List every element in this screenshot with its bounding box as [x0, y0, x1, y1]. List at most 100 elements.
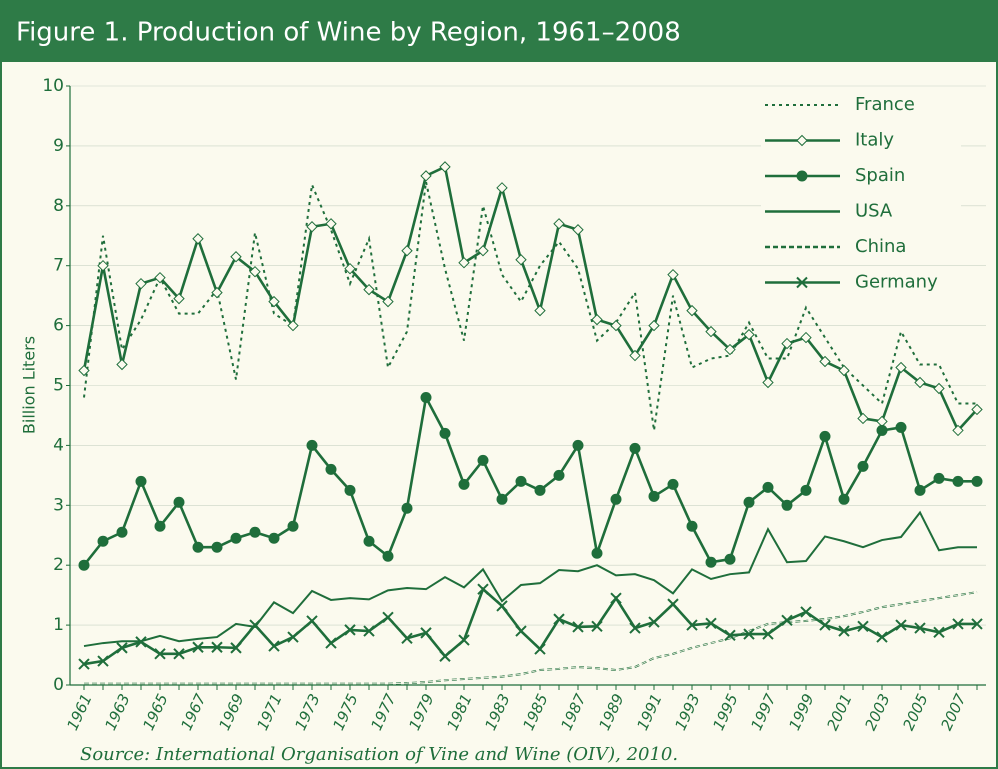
- point: [705, 325, 717, 338]
- point: [857, 412, 869, 425]
- point: [591, 620, 603, 633]
- point: [648, 490, 660, 502]
- point: [629, 349, 641, 362]
- point: [800, 331, 812, 344]
- point: [572, 224, 584, 236]
- point: [705, 556, 717, 568]
- point: [895, 619, 907, 631]
- point: [230, 532, 242, 544]
- point: [268, 532, 280, 544]
- y-tick-label: 2: [53, 555, 64, 575]
- point: [458, 256, 470, 269]
- point: [382, 295, 394, 308]
- point: [97, 259, 109, 272]
- point: [78, 364, 90, 377]
- point: [724, 629, 736, 641]
- point: [401, 632, 413, 644]
- point: [515, 475, 527, 487]
- y-tick-label: 1: [53, 615, 64, 635]
- point: [230, 642, 242, 654]
- point: [306, 615, 318, 627]
- y-axis-label: Billion Liters: [20, 336, 39, 434]
- point: [363, 283, 375, 296]
- point: [800, 484, 812, 496]
- source: Source: International Organisation of Vi…: [80, 744, 678, 765]
- point: [686, 304, 698, 317]
- point: [914, 484, 926, 496]
- point: [629, 622, 641, 634]
- point: [743, 496, 755, 508]
- point: [610, 319, 622, 332]
- point: [78, 658, 90, 670]
- point: [306, 439, 318, 451]
- point: [211, 286, 223, 299]
- point: [819, 619, 831, 631]
- y-tick-label: 9: [53, 136, 64, 156]
- point: [496, 600, 508, 612]
- point: [458, 634, 470, 646]
- point: [572, 621, 584, 633]
- point: [534, 484, 546, 496]
- point: [800, 606, 812, 618]
- point: [116, 642, 128, 654]
- legend-label: Italy: [855, 130, 894, 151]
- point: [914, 376, 926, 389]
- point: [591, 547, 603, 559]
- point: [838, 625, 850, 637]
- point: [952, 424, 964, 437]
- point: [796, 276, 808, 289]
- point: [230, 251, 242, 263]
- series-line: [83, 586, 977, 666]
- point: [458, 478, 470, 490]
- point: [781, 337, 793, 350]
- point: [249, 265, 261, 278]
- point: [952, 475, 964, 487]
- point: [325, 463, 337, 475]
- point: [420, 627, 432, 639]
- y-tick-label: 6: [53, 316, 64, 336]
- point: [686, 520, 698, 532]
- point: [629, 442, 641, 454]
- point: [382, 550, 394, 562]
- point: [971, 618, 983, 630]
- point: [667, 478, 679, 490]
- point: [686, 619, 698, 631]
- point: [97, 535, 109, 547]
- point: [515, 254, 527, 266]
- point: [439, 427, 451, 439]
- legend-bg: [761, 234, 961, 262]
- point: [971, 403, 983, 416]
- point: [401, 502, 413, 514]
- point: [705, 617, 717, 630]
- point: [477, 454, 489, 466]
- point: [876, 424, 888, 436]
- point: [268, 295, 280, 308]
- point: [344, 624, 356, 636]
- point: [344, 262, 356, 275]
- point: [211, 641, 223, 653]
- y-tick-label: 5: [53, 376, 64, 396]
- point: [553, 218, 565, 230]
- point: [382, 611, 394, 624]
- point: [762, 481, 774, 493]
- point: [743, 328, 755, 341]
- point: [173, 292, 185, 305]
- point: [610, 493, 622, 505]
- legend-label: Germany: [855, 272, 938, 293]
- point: [477, 583, 489, 595]
- point: [895, 361, 907, 374]
- header: [0, 0, 998, 62]
- point: [363, 535, 375, 547]
- point: [78, 559, 90, 571]
- point: [496, 493, 508, 505]
- point: [648, 616, 660, 628]
- point: [135, 475, 147, 487]
- point: [420, 170, 432, 182]
- point: [553, 613, 565, 625]
- y-tick-label: 0: [53, 675, 64, 695]
- point: [796, 134, 808, 147]
- y-tick-label: 4: [53, 435, 64, 455]
- point: [933, 382, 945, 395]
- point: [838, 364, 850, 377]
